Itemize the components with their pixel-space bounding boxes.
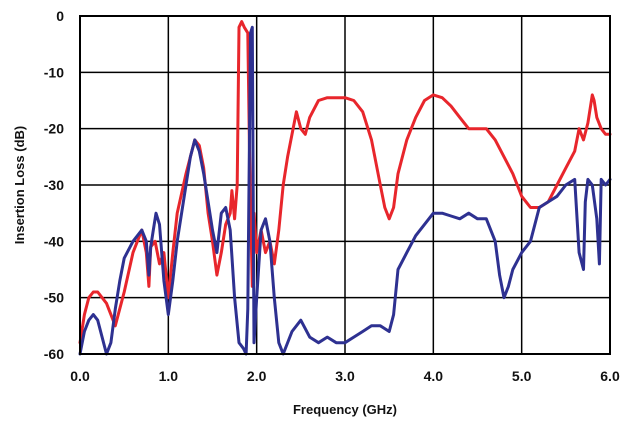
y-tick-label: -30 (44, 177, 64, 193)
y-tick-label: 0 (56, 8, 64, 24)
y-tick-label: -10 (44, 64, 64, 80)
y-tick-label: -40 (44, 233, 64, 249)
y-axis-title: Insertion Loss (dB) (12, 126, 27, 244)
x-tick-label: 2.0 (247, 368, 267, 384)
x-tick-label: 4.0 (424, 368, 444, 384)
series-group (78, 20, 612, 356)
y-tick-label: -60 (44, 346, 64, 362)
x-tick-label: 0.0 (70, 368, 90, 384)
x-tick-label: 6.0 (600, 368, 620, 384)
plot-border (79, 15, 611, 355)
x-tick-label: 3.0 (335, 368, 355, 384)
y-tick-labels: 0 -10 -20 -30 -40 -50 -60 (44, 8, 64, 362)
y-tick-label: -50 (44, 290, 64, 306)
x-tick-labels: 0.0 1.0 2.0 3.0 4.0 5.0 6.0 (70, 368, 620, 384)
x-tick-label: 5.0 (512, 368, 532, 384)
x-axis-title: Frequency (GHz) (293, 402, 397, 417)
y-tick-label: -20 (44, 121, 64, 137)
series-line-2 (78, 25, 612, 356)
x-tick-label: 1.0 (159, 368, 179, 384)
series-line-1 (78, 20, 612, 345)
